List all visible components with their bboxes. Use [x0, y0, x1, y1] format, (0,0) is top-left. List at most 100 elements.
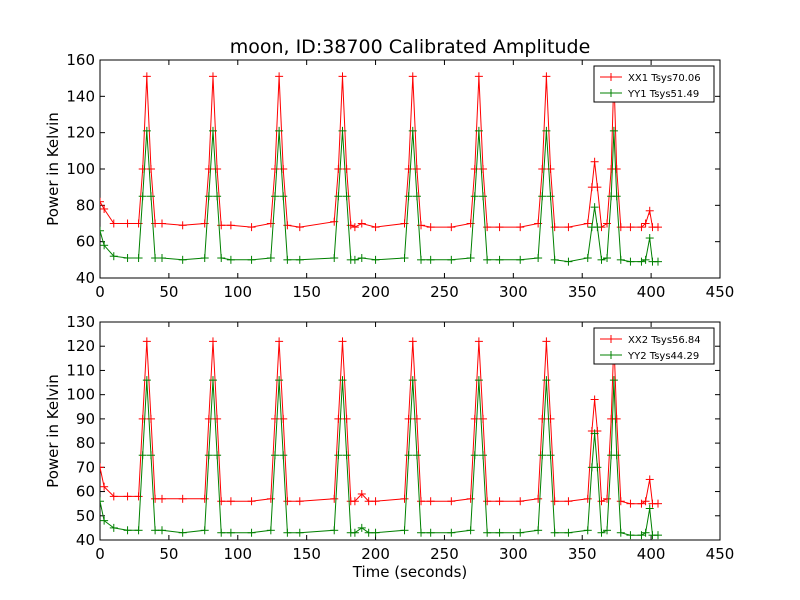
plus-marker	[583, 526, 592, 535]
plus-marker	[371, 528, 380, 537]
plus-marker	[204, 165, 213, 173]
plus-marker	[400, 526, 409, 535]
x-tick-label: 250	[430, 283, 459, 301]
plus-marker	[371, 255, 380, 264]
plus-marker	[417, 528, 426, 537]
plus-marker	[178, 494, 187, 503]
plus-marker	[593, 463, 602, 472]
plus-marker	[283, 528, 292, 537]
plus-marker	[350, 223, 359, 232]
plus-marker	[270, 414, 279, 423]
plus-marker	[550, 223, 559, 232]
plus-marker	[412, 165, 421, 173]
plus-marker	[645, 475, 654, 484]
plus-marker	[226, 497, 235, 506]
plus-marker	[564, 257, 573, 266]
series-line	[100, 76, 658, 228]
plus-marker	[412, 192, 421, 201]
plus-marker	[645, 234, 654, 243]
plus-marker	[100, 197, 104, 206]
plus-marker	[226, 528, 235, 537]
plus-marker	[208, 337, 217, 346]
plus-marker	[564, 223, 573, 232]
plus-marker	[100, 516, 109, 525]
axes-frame	[99, 321, 721, 541]
plus-marker	[266, 254, 275, 263]
plus-marker	[123, 254, 132, 263]
bottom-panel: 0 50 100 150 200 250 300 350 400 450 40 50 60 70 80 90 1…	[44, 313, 734, 563]
plus-marker	[641, 528, 650, 537]
plus-marker	[590, 395, 599, 404]
plus-marker	[270, 451, 279, 460]
plus-marker	[330, 526, 339, 535]
y-tick-label: 120	[66, 337, 95, 355]
x-tick-label: 300	[499, 283, 528, 301]
x-tick-label: 100	[223, 283, 252, 301]
plus-marker	[109, 219, 118, 228]
y-tick-label: 140	[66, 87, 95, 105]
plus-marker	[616, 255, 625, 264]
y-tick-label: 60	[76, 483, 95, 501]
series-2	[100, 376, 662, 540]
plus-marker	[408, 376, 417, 385]
x-tick-label: 0	[95, 283, 105, 301]
x-tick-label: 200	[361, 545, 390, 563]
plus-marker	[275, 126, 284, 135]
y-tick-label: 100	[66, 386, 95, 404]
plus-marker	[138, 414, 147, 423]
plus-marker	[538, 414, 547, 423]
plus-marker	[404, 165, 413, 173]
plus-marker	[330, 494, 339, 503]
plus-marker	[123, 492, 132, 501]
plus-marker	[641, 255, 650, 264]
plus-marker	[637, 223, 646, 232]
plus-marker	[275, 337, 284, 346]
plus-marker	[279, 451, 288, 460]
plus-marker	[637, 499, 646, 508]
plus-marker	[417, 255, 426, 264]
plus-marker	[426, 497, 435, 506]
legend-item: YY2 Tsys44.29	[600, 351, 699, 362]
plus-marker	[470, 451, 479, 460]
plus-marker	[100, 226, 104, 235]
plus-marker	[583, 254, 592, 263]
plus-marker	[100, 463, 104, 472]
plus-marker	[142, 376, 151, 385]
plus-marker	[146, 414, 155, 423]
plus-marker	[447, 255, 456, 264]
x-tick-label: 250	[430, 545, 459, 563]
legend-box	[593, 327, 715, 365]
legend-label: XX2 Tsys56.84	[628, 335, 701, 346]
plus-marker	[200, 254, 209, 263]
plus-marker	[616, 497, 625, 506]
plus-marker	[470, 165, 479, 173]
plus-marker	[100, 497, 104, 506]
plus-marker	[597, 255, 606, 264]
plus-marker	[542, 126, 551, 135]
plus-marker	[516, 255, 525, 264]
plus-marker	[534, 254, 543, 263]
plus-marker	[213, 451, 222, 460]
plus-marker	[158, 526, 166, 535]
plus-marker	[247, 528, 256, 537]
plus-marker	[342, 165, 351, 173]
plus-marker	[483, 497, 492, 506]
legend-box	[593, 65, 715, 103]
plus-marker	[226, 255, 235, 264]
plus-marker	[597, 497, 606, 506]
plus-marker	[295, 528, 304, 537]
plus-marker	[142, 126, 151, 135]
plus-marker	[275, 72, 284, 81]
plus-marker	[109, 252, 118, 261]
plus-marker	[447, 497, 456, 506]
plus-marker	[612, 192, 621, 201]
plus-marker	[474, 72, 483, 81]
plus-marker	[590, 203, 599, 212]
plus-marker	[495, 497, 504, 506]
plus-marker	[542, 337, 551, 346]
plus-marker	[283, 255, 292, 264]
plus-marker	[208, 376, 217, 385]
plus-marker	[342, 451, 351, 460]
plus-marker	[408, 337, 417, 346]
plus-marker	[270, 165, 279, 173]
